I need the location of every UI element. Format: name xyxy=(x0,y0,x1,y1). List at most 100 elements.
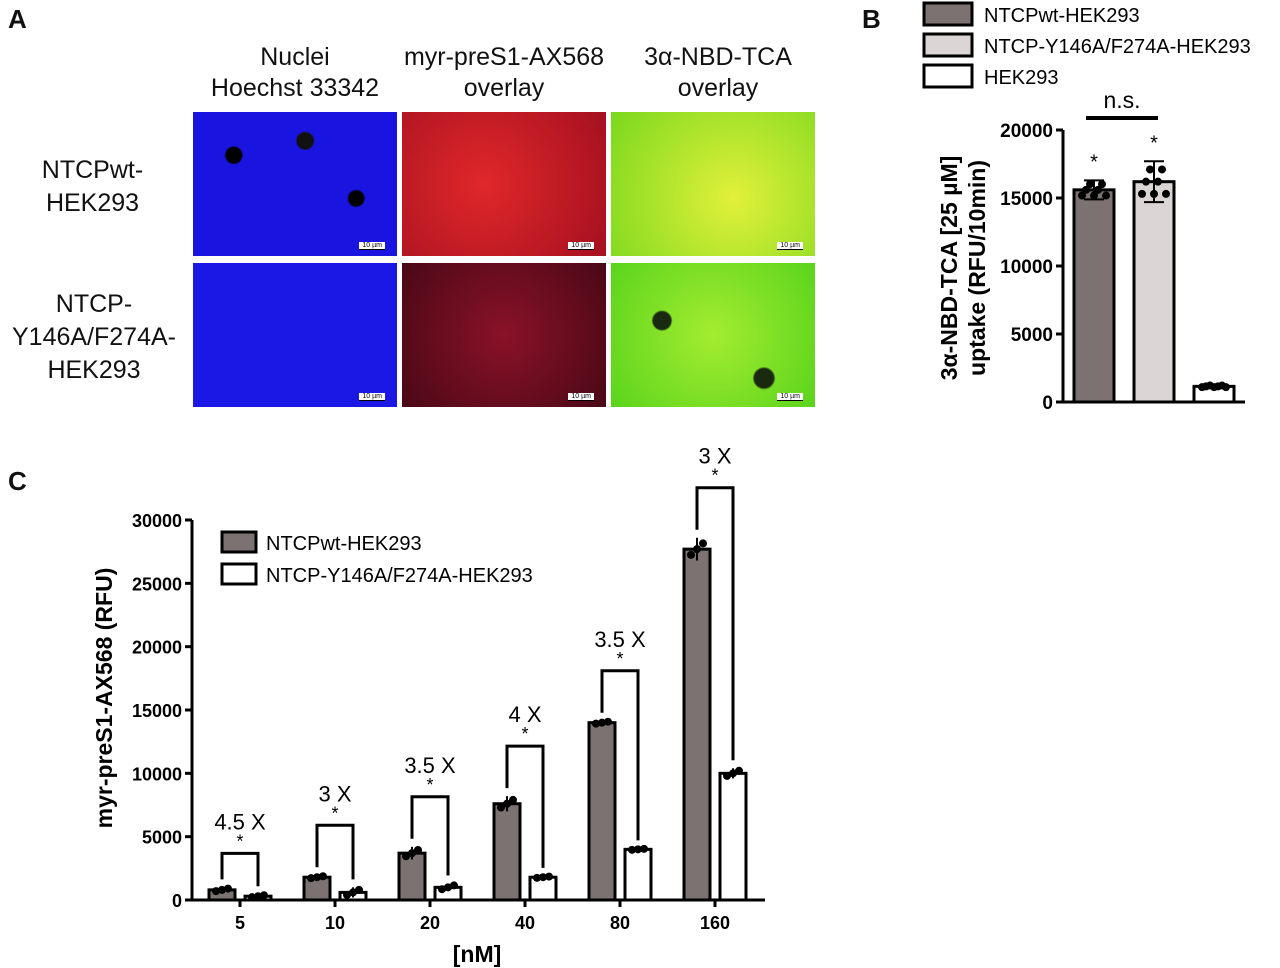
data-point xyxy=(699,539,707,548)
data-point xyxy=(1150,189,1158,198)
data-point xyxy=(1162,189,1170,198)
column-header: myr-preS1-AX568 overlay xyxy=(403,43,605,102)
data-point xyxy=(343,890,351,899)
y-tick-label: 0 xyxy=(1042,393,1053,414)
data-point xyxy=(634,845,642,854)
data-point xyxy=(1142,177,1150,186)
data-point xyxy=(729,769,737,778)
data-point xyxy=(319,872,327,881)
data-point xyxy=(687,550,695,559)
row-label: NTCPwt- HEK293 xyxy=(41,156,144,217)
data-point xyxy=(254,892,262,901)
micrograph-preS1-mutant: 10 µm xyxy=(402,263,606,407)
legend-label: NTCP-Y146A/F274A-HEK293 xyxy=(266,565,533,587)
data-point xyxy=(414,845,422,854)
data-point xyxy=(349,888,357,897)
x-tick-label: 20 xyxy=(420,913,440,933)
data-point xyxy=(604,717,612,726)
bar xyxy=(1132,180,1176,404)
y-axis-label-line2: uptake (RFU/10min) xyxy=(964,160,990,376)
data-point xyxy=(1082,185,1090,194)
legend-swatch xyxy=(922,63,974,89)
significance-marker: * xyxy=(331,803,338,823)
significance-bracket xyxy=(600,669,640,841)
data-point xyxy=(497,803,505,812)
data-point xyxy=(598,718,606,727)
x-tick-label: 5 xyxy=(235,913,245,933)
x-tick-label: 160 xyxy=(700,913,730,933)
x-axis-label: [nM] xyxy=(453,941,502,967)
data-point xyxy=(1086,180,1094,189)
y-tick-label: 15000 xyxy=(1000,189,1053,210)
significance-marker: * xyxy=(1150,132,1158,154)
significance-marker: * xyxy=(616,649,623,669)
bracket-label: n.s. xyxy=(1103,87,1140,113)
significance-bracket xyxy=(505,744,545,868)
panel-label-a: A xyxy=(8,4,27,34)
legend-swatch xyxy=(922,32,974,58)
data-point xyxy=(735,766,743,775)
y-tick-label: 5000 xyxy=(1011,325,1053,346)
data-point xyxy=(402,852,410,861)
data-point xyxy=(248,893,256,902)
x-tick-label: 40 xyxy=(515,913,535,933)
data-point xyxy=(260,891,268,900)
data-point xyxy=(224,884,232,893)
data-point xyxy=(1078,191,1086,200)
y-tick-label: 15000 xyxy=(132,701,182,721)
micrograph-nbdtca-wt: 10 µm xyxy=(611,112,815,256)
legend-label: NTCPwt-HEK293 xyxy=(266,533,422,555)
row-label: NTCP- Y146A/F274A- HEK293 xyxy=(12,290,176,384)
bar xyxy=(1072,188,1116,404)
data-point xyxy=(545,872,553,881)
data-point xyxy=(1146,165,1154,174)
data-point xyxy=(1090,191,1098,200)
data-point xyxy=(693,545,701,554)
bar xyxy=(682,547,712,902)
data-point xyxy=(218,885,226,894)
data-point xyxy=(307,874,315,883)
legend-label: NTCP-Y146A/F274A-HEK293 xyxy=(984,36,1251,58)
legend-label: HEK293 xyxy=(984,67,1059,89)
data-point xyxy=(212,887,220,896)
y-tick-label: 20000 xyxy=(132,638,182,658)
data-point xyxy=(592,719,600,728)
bar xyxy=(623,847,653,902)
panel-label-c: C xyxy=(8,466,27,496)
data-point xyxy=(723,771,731,780)
data-point xyxy=(539,873,547,882)
micrograph-preS1-wt: 10 µm xyxy=(402,112,606,256)
micrograph-nuclei-mutant: 10 µm xyxy=(193,263,397,407)
data-point xyxy=(503,799,511,808)
significance-bracket xyxy=(315,823,355,880)
data-point xyxy=(1222,383,1230,392)
bar xyxy=(397,851,427,902)
panel-label-b: B xyxy=(862,4,881,34)
fold-change-label: 3.5 X xyxy=(404,753,456,778)
significance-bracket xyxy=(695,486,735,761)
y-tick-label: 10000 xyxy=(1000,257,1053,278)
significance-marker: * xyxy=(236,831,243,851)
data-point xyxy=(355,885,363,894)
bar xyxy=(718,771,748,902)
y-axis-label: myr-preS1-AX568 (RFU) xyxy=(91,568,117,829)
significance-marker: * xyxy=(1090,151,1098,173)
bar xyxy=(492,802,522,902)
y-tick-label: 30000 xyxy=(132,511,182,531)
bar xyxy=(587,721,617,902)
micrograph-nbdtca-mutant: 10 µm xyxy=(611,263,815,407)
y-tick-label: 25000 xyxy=(132,574,182,594)
data-point xyxy=(444,883,452,892)
y-tick-label: 20000 xyxy=(1000,121,1053,142)
fold-change-label: 4.5 X xyxy=(214,809,266,834)
data-point xyxy=(509,795,517,804)
data-point xyxy=(438,885,446,894)
data-point xyxy=(628,845,636,854)
data-point xyxy=(1154,177,1162,186)
fold-change-label: 3 X xyxy=(318,781,351,806)
x-tick-label: 10 xyxy=(325,913,345,933)
data-point xyxy=(533,873,541,882)
y-tick-label: 10000 xyxy=(132,764,182,784)
legend-swatch xyxy=(220,562,258,586)
